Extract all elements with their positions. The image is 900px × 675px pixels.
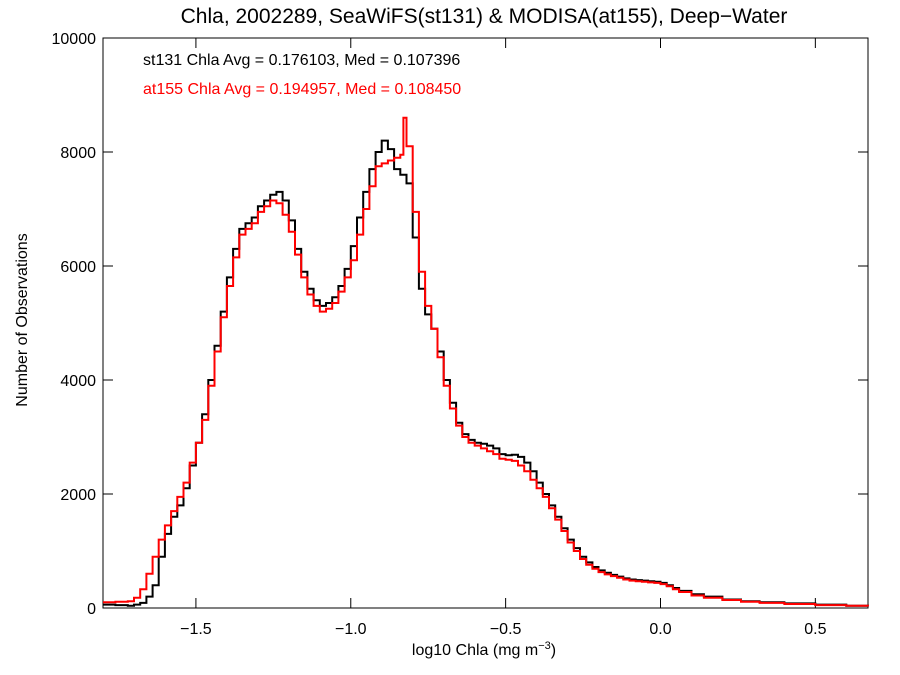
legend-entry-at155: at155 Chla Avg = 0.194957, Med = 0.10845… (143, 81, 461, 98)
series-line-at155 (103, 116, 869, 607)
y-axis-label: Number of Observations (14, 233, 31, 406)
legend-entry-st131: st131 Chla Avg = 0.176103, Med = 0.10739… (143, 52, 460, 69)
plot-frame (102, 37, 869, 609)
y-tick-label: 0 (87, 601, 96, 618)
y-axis-ticks: 0 2000 4000 6000 8000 10000 (52, 31, 868, 618)
y-tick-label: 4000 (60, 373, 96, 390)
y-tick-label: 2000 (60, 487, 96, 504)
x-tick-label: −1.0 (335, 621, 367, 638)
x-tick-label: 0.0 (649, 621, 671, 638)
y-tick-label: 6000 (60, 259, 96, 276)
x-axis-ticks: −1.5 −1.0 −0.5 0.0 0.5 (180, 38, 827, 638)
x-axis-label: log10 Chla (mg m−3) (412, 640, 556, 659)
x-tick-label: 0.5 (804, 621, 826, 638)
x-axis-label-superscript: −3 (538, 640, 551, 652)
x-tick-label: −1.5 (180, 621, 212, 638)
series-line-st131 (103, 139, 869, 607)
x-axis-label-end: ) (551, 642, 556, 659)
x-tick-label: −0.5 (490, 621, 522, 638)
chart-title: Chla, 2002289, SeaWiFS(st131) & MODISA(a… (181, 5, 788, 28)
series-layer (103, 116, 869, 607)
x-axis-label-main: log10 Chla (mg m (412, 642, 538, 659)
y-tick-label: 10000 (52, 31, 97, 48)
y-tick-label: 8000 (60, 145, 96, 162)
